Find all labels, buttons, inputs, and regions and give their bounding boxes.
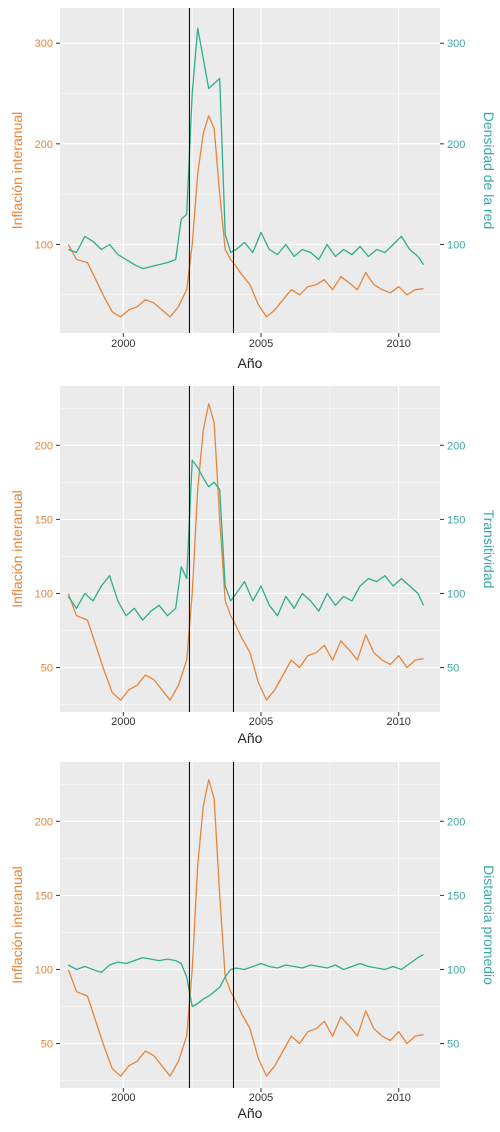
- x-tick-label: 2000: [111, 1092, 135, 1104]
- y-left-tick-label: 150: [35, 514, 53, 526]
- x-tick-label: 2010: [386, 716, 410, 728]
- plot-background: [60, 386, 440, 712]
- y-left-tick-label: 200: [35, 816, 53, 828]
- y-left-tick-label: 300: [35, 38, 53, 50]
- inflation-line: [67, 779, 424, 1077]
- y-left-axis-title: Inflación interanual: [9, 112, 25, 230]
- y-right-tick-label: 50: [447, 663, 459, 675]
- y-left-tick-label: 50: [41, 663, 53, 675]
- y-left-tick-label: 100: [35, 964, 53, 976]
- y-right-axis-title: Distancia promedio: [481, 865, 497, 985]
- x-tick-label: 2005: [249, 338, 273, 350]
- y-right-tick-label: 200: [447, 440, 465, 452]
- x-tick-label: 2010: [386, 338, 410, 350]
- y-right-tick-label: 200: [447, 816, 465, 828]
- x-axis-title: Año: [238, 730, 263, 746]
- y-right-axis-title: Transitividad: [481, 510, 497, 589]
- x-axis-title: Año: [238, 355, 263, 371]
- y-right-tick-label: 100: [447, 964, 465, 976]
- x-tick-label: 2005: [249, 1092, 273, 1104]
- y-right-tick-label: 100: [447, 239, 465, 251]
- x-tick-label: 2000: [111, 338, 135, 350]
- y-left-tick-label: 150: [35, 890, 53, 902]
- y-left-tick-label: 200: [35, 440, 53, 452]
- x-tick-label: 2010: [386, 1092, 410, 1104]
- y-right-tick-label: 150: [447, 514, 465, 526]
- y-right-tick-label: 150: [447, 890, 465, 902]
- x-tick-label: 2000: [111, 716, 135, 728]
- y-left-tick-label: 200: [35, 139, 53, 151]
- x-axis-title: Año: [238, 1105, 263, 1121]
- y-right-axis-title: Densidad de la red: [481, 112, 497, 230]
- y-right-tick-label: 100: [447, 588, 465, 600]
- y-left-tick-label: 100: [35, 239, 53, 251]
- inflation-line: [67, 403, 424, 701]
- chart-panel-transitivity: 2000 2005 2010 50 100 150 200 50 100 150 200 Inflac…: [9, 386, 497, 746]
- y-left-axis-title: Inflación interanual: [9, 490, 25, 608]
- plot-background: [60, 762, 440, 1088]
- inflation-line: [67, 115, 424, 318]
- y-left-axis-title: Inflación interanual: [9, 866, 25, 984]
- chart-panel-distance: 2000 2005 2010 50 100 150 200 50 100 150 200 Inflac…: [9, 762, 497, 1121]
- x-tick-label: 2005: [249, 716, 273, 728]
- y-right-tick-label: 200: [447, 139, 465, 151]
- y-right-tick-label: 50: [447, 1039, 459, 1051]
- y-right-tick-label: 300: [447, 38, 465, 50]
- y-left-tick-label: 50: [41, 1039, 53, 1051]
- y-left-tick-label: 100: [35, 588, 53, 600]
- chart-panel-density: 2000 2005 2010 100 200 300 100 200 300 Inflación …: [9, 8, 497, 371]
